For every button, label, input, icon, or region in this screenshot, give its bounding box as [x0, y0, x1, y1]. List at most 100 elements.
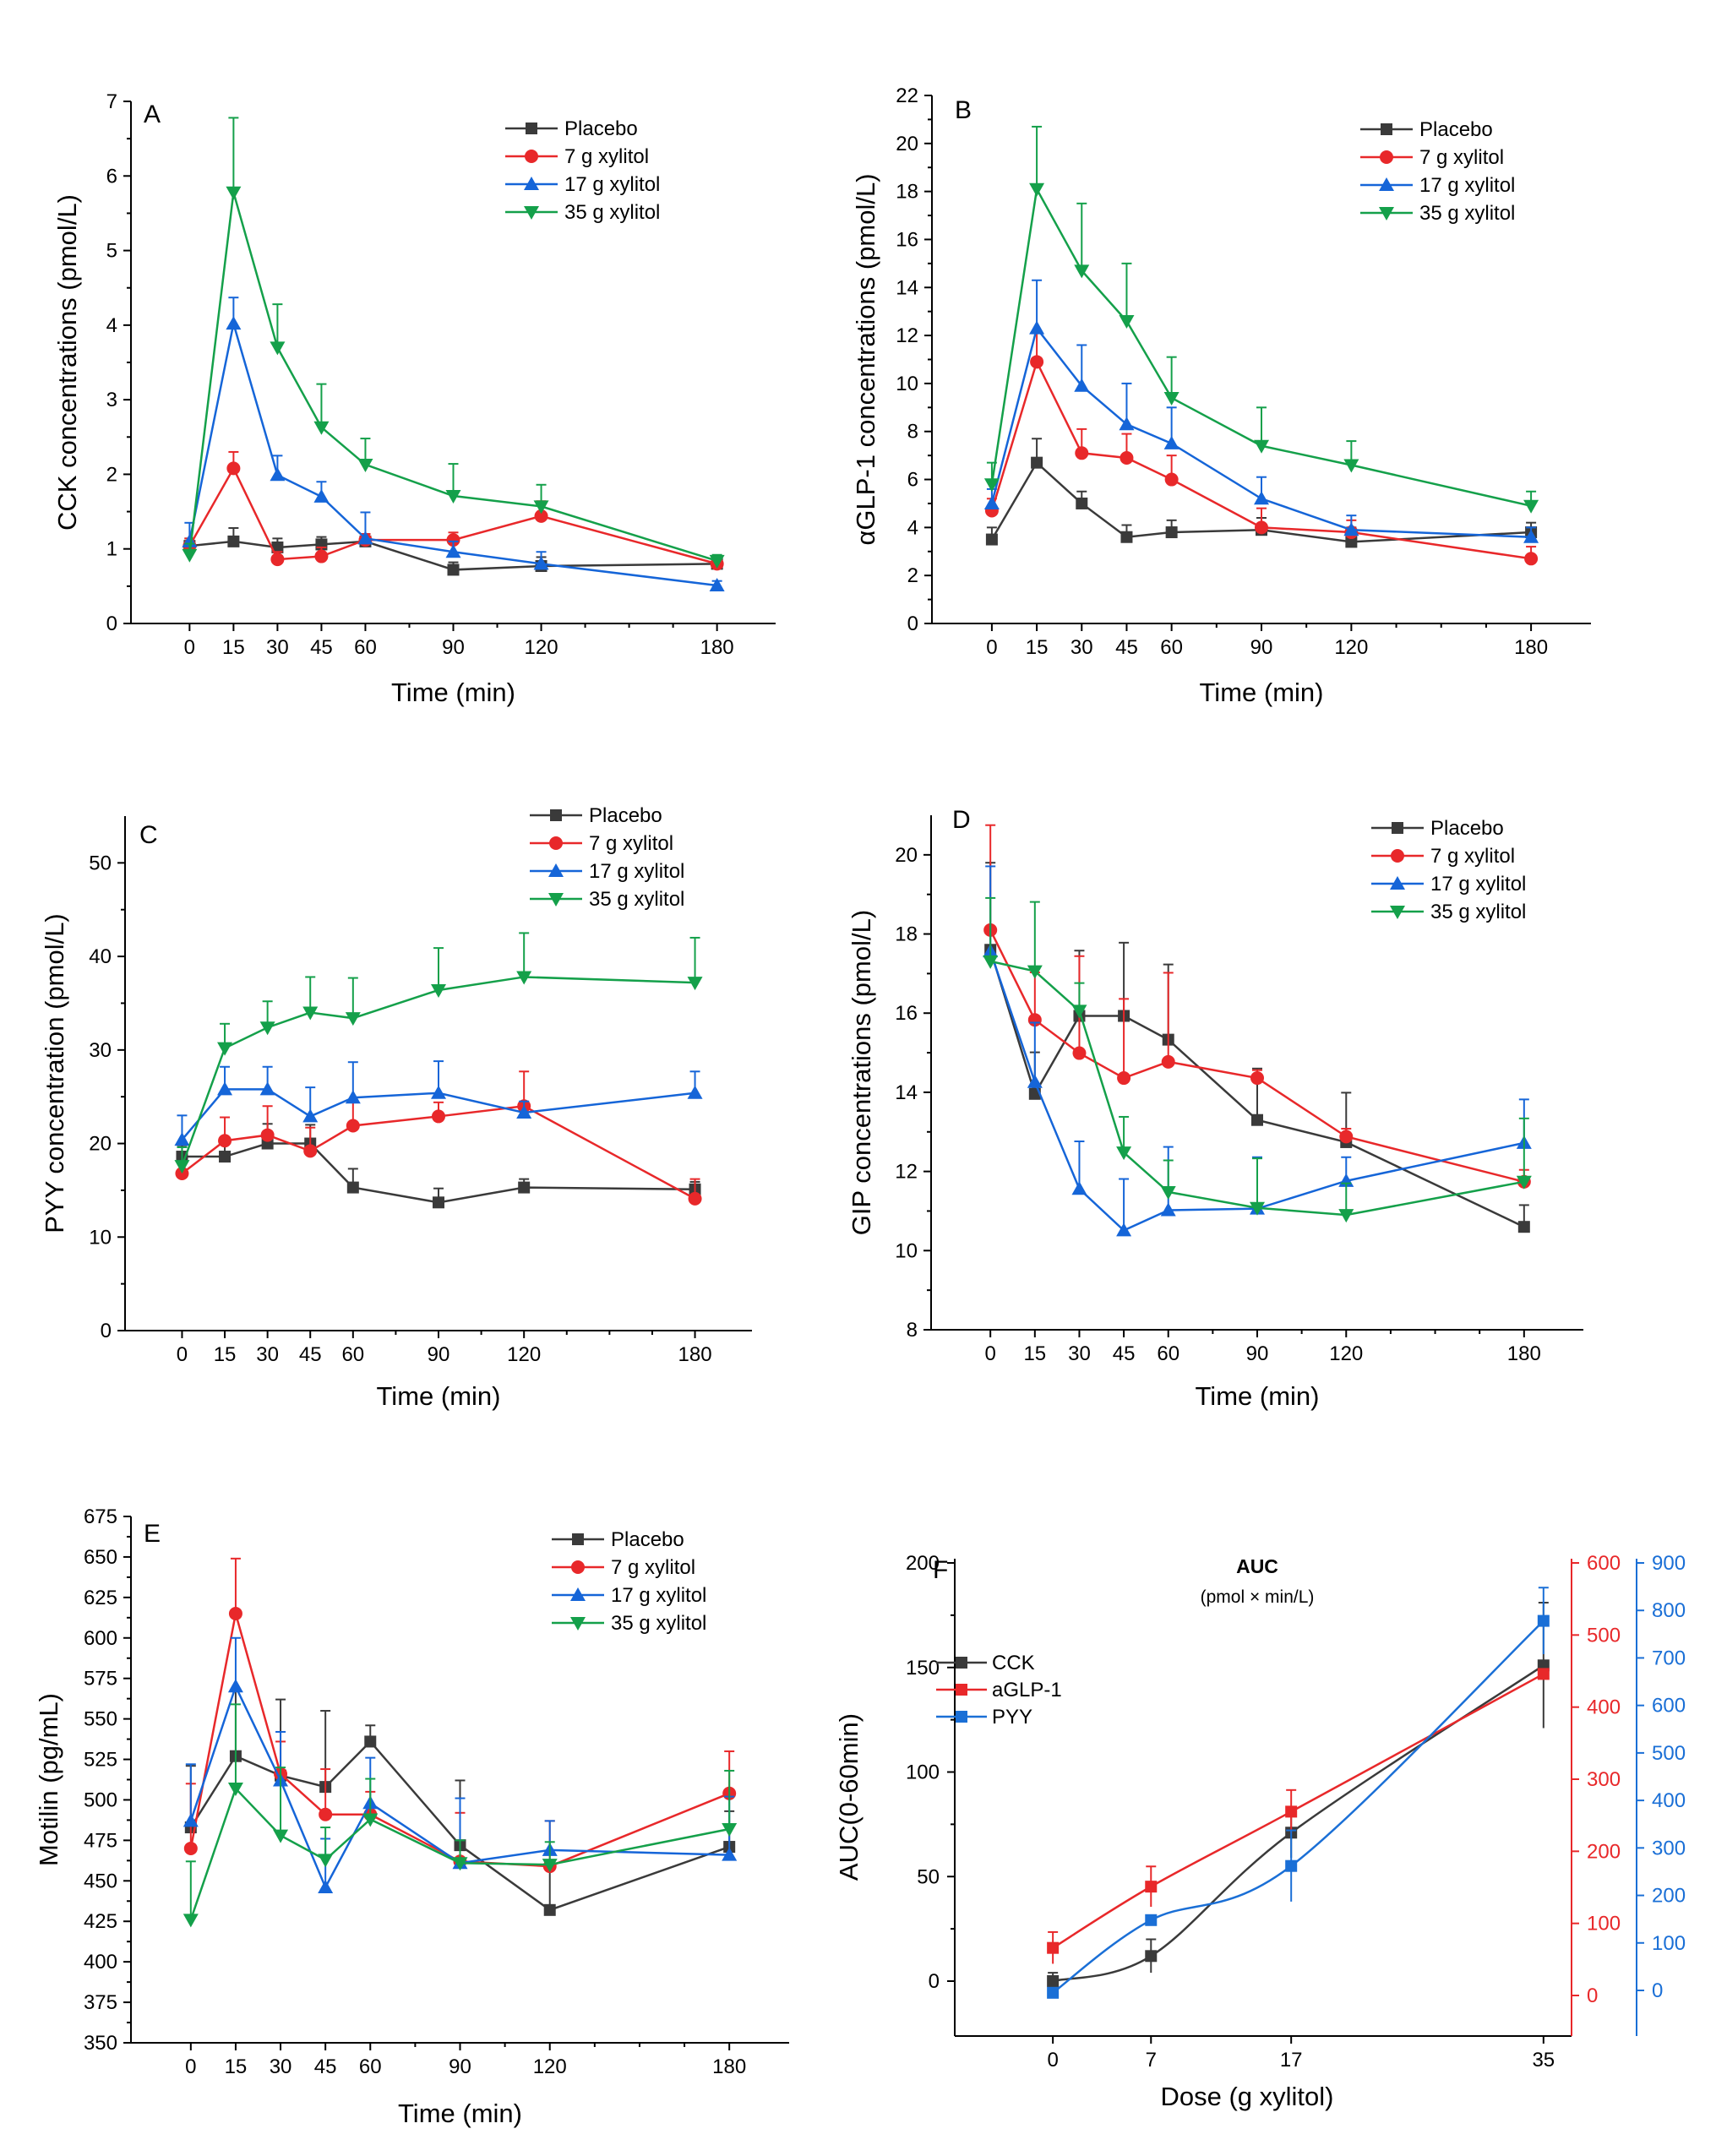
x-tick-label: 0	[184, 636, 195, 659]
y-tick-label: 550	[84, 1708, 117, 1731]
series-7-g-xylitol	[175, 1070, 702, 1206]
legend-marker	[1380, 150, 1393, 164]
data-point	[687, 977, 703, 991]
y-axis-label: CCK concentrations (pmol/L)	[52, 194, 82, 531]
series-line	[990, 325, 1532, 538]
x-tick-label: 120	[507, 1343, 541, 1366]
y-tick-label: 20	[89, 1133, 112, 1156]
data-point	[218, 1134, 232, 1148]
data-point	[174, 1132, 190, 1146]
data-point	[1075, 446, 1089, 460]
data-point	[983, 955, 999, 969]
y-blue-tick-label: 300	[1652, 1837, 1686, 1859]
y-blue-tick-label: 600	[1652, 1695, 1686, 1718]
y-blue-tick-label: 200	[1652, 1885, 1686, 1908]
y-tick-label: 20	[895, 844, 918, 867]
x-tick-label: 0	[986, 636, 997, 659]
data-point	[226, 186, 242, 200]
x-tick-label: 90	[1250, 636, 1273, 659]
series-line	[989, 950, 1525, 1232]
chart-title: AUC	[1236, 1555, 1278, 1577]
y-axis-label: αGLP-1 concentrations (pmol/L)	[851, 173, 880, 545]
series-line	[189, 1786, 730, 1920]
panel-e-motilin: 3503754004254504755005255505756006256506…	[34, 1505, 789, 2128]
data-point	[270, 553, 285, 567]
data-point	[182, 548, 198, 563]
y-blue-tick-label: 100	[1652, 1932, 1686, 1955]
data-point	[1160, 1202, 1176, 1217]
data-point	[302, 1006, 319, 1021]
legend-marker	[572, 1533, 584, 1545]
data-point	[688, 1191, 702, 1206]
x-tick-label: 60	[354, 636, 377, 659]
series-curve	[1052, 1620, 1544, 1994]
y-axis-label: PYY concentration (pmol/L)	[40, 913, 69, 1233]
data-point	[1116, 1222, 1132, 1237]
data-point	[217, 1081, 233, 1096]
x-tick-label: 30	[256, 1343, 279, 1366]
legend-marker	[1381, 123, 1392, 135]
x-axis-label: Time (min)	[1196, 1381, 1320, 1411]
y-tick-label: 0	[907, 612, 918, 635]
x-axis-label: Time (min)	[377, 1381, 501, 1411]
y-tick-label: 50	[89, 852, 112, 874]
legend-marker	[1392, 822, 1403, 834]
y-tick-label: 12	[896, 324, 918, 347]
y-axis-label: Motilin (pg/mL)	[34, 1693, 63, 1866]
y-tick-label: 7	[106, 90, 117, 113]
data-point	[687, 1085, 703, 1099]
data-point	[1250, 1071, 1264, 1086]
legend-label: 35 g xylitol	[1430, 901, 1526, 923]
y-tick-label: 450	[84, 1870, 117, 1892]
panel-label: E	[144, 1520, 161, 1548]
y-tick-label: 4	[106, 314, 117, 337]
x-tick-label: 90	[1246, 1342, 1269, 1365]
x-tick-label: 0	[1047, 2049, 1058, 2072]
data-point	[1255, 520, 1268, 535]
data-point	[219, 1151, 232, 1163]
legend-label: PYY	[992, 1706, 1032, 1729]
data-point	[1524, 552, 1539, 566]
x-tick-label: 90	[442, 636, 465, 659]
y-tick-label: 400	[84, 1951, 117, 1974]
data-point	[709, 554, 725, 569]
series-line	[188, 192, 718, 563]
x-axis-label: Time (min)	[398, 2099, 522, 2128]
y-tick-label: 16	[896, 228, 918, 251]
series-line	[181, 1104, 696, 1200]
data-point	[1031, 456, 1043, 469]
data-point	[226, 461, 241, 476]
series-line	[188, 466, 717, 565]
legend-marker	[1379, 207, 1394, 220]
series-35-g-xylitol	[983, 125, 1539, 514]
y-red-tick-label: 300	[1587, 1768, 1621, 1791]
data-point	[357, 458, 373, 472]
data-point	[1537, 1614, 1550, 1627]
data-point	[318, 1854, 334, 1868]
x-tick-label: 45	[1113, 1342, 1136, 1365]
data-point	[228, 1607, 242, 1621]
data-point	[318, 1879, 334, 1893]
legend-marker	[571, 1560, 585, 1574]
x-tick-label: 180	[712, 2055, 746, 2078]
data-point	[1119, 315, 1135, 329]
y-tick-label: 625	[84, 1587, 117, 1609]
x-tick-label: 120	[1329, 1342, 1363, 1365]
data-point	[314, 549, 329, 564]
x-tick-label: 0	[177, 1343, 188, 1366]
x-tick-label: 90	[449, 2055, 471, 2078]
data-point	[1164, 472, 1179, 487]
legend-label: 17 g xylitol	[611, 1584, 706, 1607]
y-tick-label: 2	[106, 463, 117, 486]
y-tick-label: 200	[906, 1552, 940, 1575]
data-point	[226, 316, 242, 330]
legend-label: 7 g xylitol	[1430, 845, 1515, 868]
data-point	[1345, 536, 1358, 548]
legend-label: 17 g xylitol	[564, 173, 660, 196]
y-tick-label: 100	[906, 1761, 940, 1784]
panel-f-auc: 0 50 100 150 200 0 100 200 300 400 500 600 0 100 200 30…	[834, 1552, 1686, 2111]
x-tick-label: 7	[1146, 2049, 1157, 2072]
x-axis-label: Time (min)	[1200, 678, 1324, 707]
data-point	[452, 1857, 468, 1871]
